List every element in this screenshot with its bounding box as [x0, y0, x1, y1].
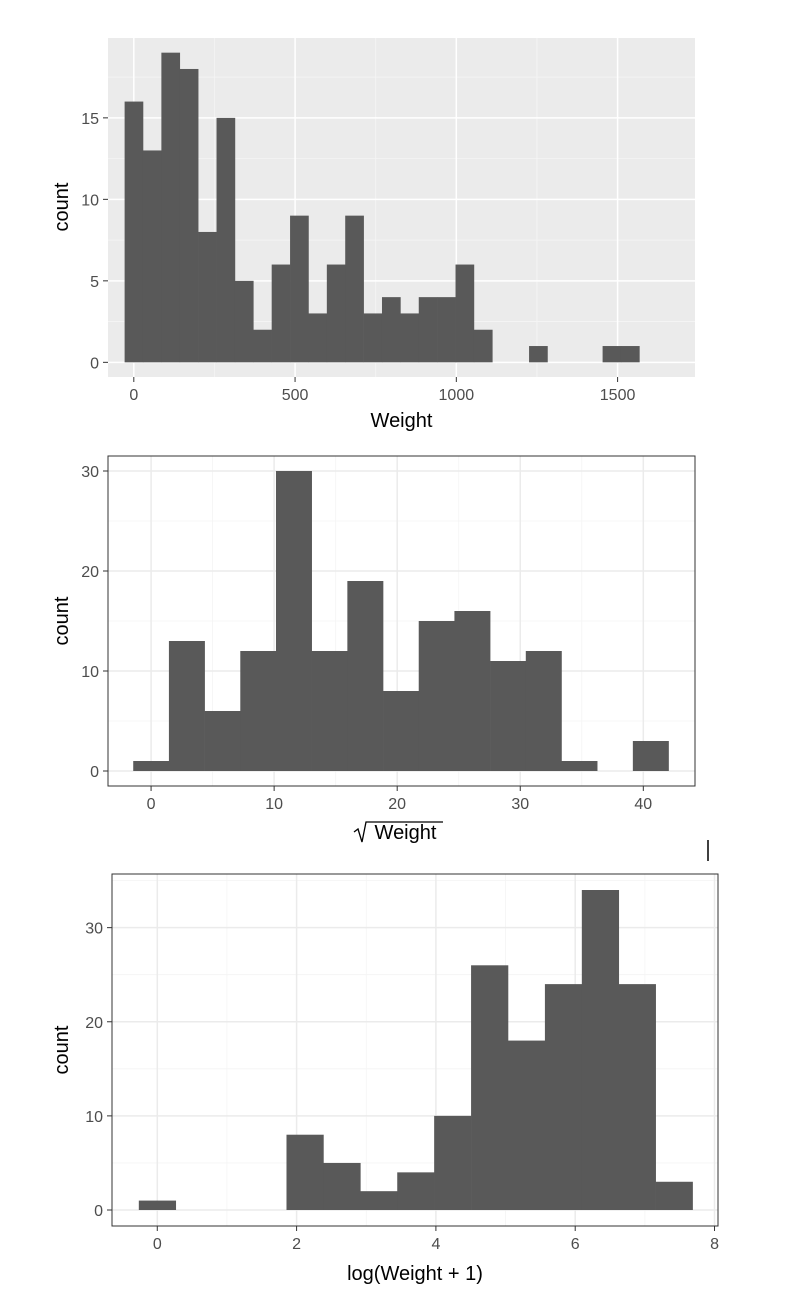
y-tick-label: 30: [85, 921, 103, 938]
histogram-bar: [275, 471, 312, 771]
histogram-bar: [133, 761, 170, 771]
y-axis-title: count: [51, 596, 73, 645]
histogram-bar: [620, 346, 640, 363]
histogram-bar: [655, 1181, 693, 1210]
histogram-bar: [434, 1115, 472, 1210]
histogram-bar: [142, 150, 162, 363]
histogram-bar: [198, 231, 217, 363]
y-tick-label: 0: [94, 1203, 103, 1220]
histogram-bar: [138, 1200, 177, 1210]
y-tick-label: 20: [81, 564, 99, 581]
histogram-bar: [473, 329, 493, 363]
histogram-bar: [471, 965, 509, 1210]
histogram-bar: [124, 101, 144, 363]
y-tick-label: 30: [81, 464, 99, 481]
sqrt-radical-sign: [353, 821, 443, 843]
histogram-bar: [454, 611, 491, 771]
histogram-bar: [418, 621, 455, 771]
histogram-bar: [345, 215, 364, 363]
histogram-bar: [360, 1191, 398, 1210]
y-tick-label: 5: [90, 274, 99, 291]
x-axis-title: Weight: [371, 410, 433, 432]
y-axis-title: count: [51, 182, 73, 231]
x-tick-label: 4: [431, 1236, 440, 1253]
histogram-bar: [632, 741, 669, 771]
histogram-bar: [544, 984, 583, 1210]
histogram-bar: [618, 984, 656, 1210]
x-tick-label: 30: [511, 796, 529, 813]
x-tick-label: 2: [292, 1236, 301, 1253]
histogram-bar: [179, 68, 199, 363]
histogram-bar: [400, 313, 420, 363]
x-tick-label: 0: [147, 796, 156, 813]
x-tick-label: 6: [571, 1236, 580, 1253]
histogram-bar: [490, 661, 527, 771]
histogram-bar: [529, 346, 548, 363]
histogram-bar: [253, 329, 272, 363]
histogram-panel-2: 0 10 20 30 40 0 10 20 30 Weight count: [51, 455, 696, 844]
y-tick-label: 10: [81, 192, 99, 209]
histogram-bar: [323, 1162, 361, 1210]
histogram-bar: [347, 581, 384, 771]
histogram-bar: [240, 651, 277, 771]
histogram-bar: [161, 52, 181, 363]
y-tick-label: 0: [90, 764, 99, 781]
histogram-bar: [326, 264, 346, 363]
histogram-bar: [561, 761, 598, 771]
histogram-bar: [311, 651, 348, 771]
x-axis-title: Weight: [353, 821, 443, 844]
histogram-bar: [383, 691, 420, 771]
x-tick-label: 20: [388, 796, 406, 813]
histogram-bar: [308, 313, 328, 363]
y-tick-label: 20: [85, 1015, 103, 1032]
x-tick-label: 0: [153, 1236, 162, 1253]
x-tick-label: 0: [129, 387, 138, 404]
x-tick-label: 40: [634, 796, 652, 813]
histogram-bar: [381, 297, 401, 363]
x-tick-label: 1000: [439, 387, 475, 404]
histogram-bar: [507, 1040, 546, 1210]
x-tick-label: 500: [282, 387, 309, 404]
histogram-bar: [363, 313, 383, 363]
histogram-panel-3: 0 2 4 6 8 0 10 20 30 log(Weight + 1) count: [51, 873, 719, 1285]
y-axis-title: count: [51, 1025, 73, 1074]
histogram-bar: [216, 117, 236, 363]
y-tick-label: 0: [90, 355, 99, 372]
histogram-bar: [397, 1172, 435, 1210]
y-tick-label: 15: [81, 111, 99, 128]
histogram-bar: [204, 711, 241, 771]
x-tick-label: 10: [265, 796, 283, 813]
x-tick-label: 1500: [600, 387, 636, 404]
histogram-bar: [437, 297, 456, 363]
histogram-bar: [418, 297, 438, 363]
histogram-bar: [602, 346, 622, 363]
x-axis-title: log(Weight + 1): [347, 1263, 483, 1285]
y-tick-label: 10: [85, 1109, 103, 1126]
histogram-bar: [286, 1134, 324, 1210]
histogram-bar: [525, 651, 562, 771]
histogram-bar: [271, 264, 291, 363]
histogram-bar: [455, 264, 475, 363]
x-axis-title-text: Weight: [375, 822, 437, 844]
histogram-bar: [234, 280, 254, 363]
x-tick-label: 8: [710, 1236, 719, 1253]
histogram-panel-1: 0 500 1000 1500 0 5 10 15 Weight count: [51, 38, 695, 432]
panel-border: [111, 873, 719, 1227]
histogram-bar: [581, 890, 620, 1210]
histogram-bar: [290, 215, 309, 363]
panel-border: [107, 455, 696, 787]
y-tick-label: 10: [81, 664, 99, 681]
histogram-bar: [168, 641, 205, 771]
